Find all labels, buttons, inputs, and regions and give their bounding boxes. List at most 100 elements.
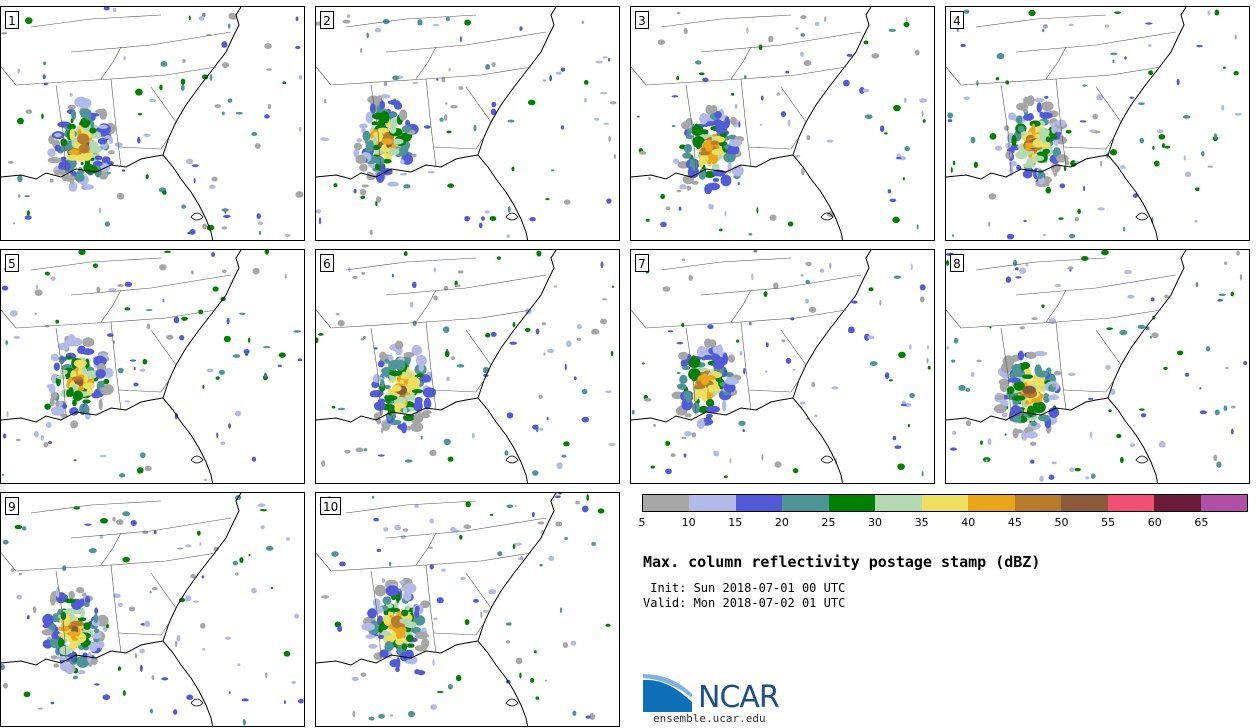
storm-cell bbox=[137, 112, 142, 116]
storm-cell bbox=[66, 668, 74, 674]
storm-cell bbox=[1063, 165, 1067, 172]
storm-cell bbox=[211, 252, 216, 258]
storm-cell bbox=[144, 465, 152, 472]
storm-cell bbox=[728, 139, 743, 147]
storm-cell bbox=[1028, 9, 1036, 17]
state-border bbox=[645, 66, 847, 86]
storm-cell bbox=[847, 326, 855, 334]
state-border bbox=[15, 309, 217, 329]
storm-cell bbox=[270, 586, 274, 590]
state-border bbox=[700, 274, 862, 296]
storm-cell bbox=[456, 364, 465, 368]
colorbar-tick-label: 10 bbox=[681, 516, 696, 529]
storm-cell bbox=[251, 131, 258, 136]
storm-cell bbox=[339, 561, 346, 567]
storm-cell bbox=[400, 586, 413, 592]
state-border bbox=[1055, 78, 1067, 168]
storm-cell bbox=[65, 608, 75, 613]
lake-outline bbox=[190, 698, 204, 707]
storm-cell bbox=[180, 84, 185, 91]
coastline bbox=[162, 7, 242, 156]
storm-cell bbox=[1022, 385, 1036, 395]
storm-cell bbox=[707, 183, 712, 190]
storm-cell bbox=[927, 365, 931, 370]
storm-cell bbox=[799, 401, 806, 405]
storm-cell bbox=[1239, 273, 1243, 281]
state-border bbox=[30, 500, 162, 514]
storm-cell bbox=[691, 125, 704, 136]
storm-cell bbox=[683, 143, 693, 153]
storm-cell bbox=[600, 91, 608, 95]
storm-cell bbox=[209, 74, 213, 81]
storm-cell bbox=[1216, 461, 1222, 468]
storm-cell bbox=[77, 670, 86, 675]
storm-cell bbox=[490, 108, 497, 116]
storm-cell bbox=[267, 103, 272, 110]
state-border bbox=[100, 46, 122, 80]
storm-cell bbox=[1065, 129, 1072, 134]
storm-cell bbox=[1045, 186, 1052, 194]
storm-cell bbox=[1059, 183, 1066, 189]
ncar-logo-icon bbox=[643, 674, 692, 712]
lake-outline bbox=[505, 455, 519, 464]
state-border bbox=[316, 309, 332, 329]
storm-cell bbox=[199, 542, 202, 547]
storm-cell bbox=[77, 617, 87, 622]
storm-cell bbox=[1025, 400, 1030, 405]
storm-cell bbox=[706, 398, 715, 408]
storm-cell bbox=[987, 438, 992, 445]
storm-cell bbox=[708, 339, 717, 348]
storm-cell bbox=[198, 309, 204, 315]
storm-cell bbox=[488, 589, 497, 595]
storm-cell bbox=[506, 504, 514, 508]
storm-cell bbox=[1194, 219, 1198, 223]
storm-cell bbox=[60, 611, 67, 621]
storm-cell bbox=[112, 516, 116, 522]
storm-cell bbox=[284, 273, 287, 279]
storm-cell bbox=[62, 403, 68, 409]
storm-cell bbox=[399, 172, 408, 176]
storm-cell bbox=[539, 427, 544, 431]
storm-cell bbox=[1074, 216, 1079, 222]
panel-label: 9 bbox=[5, 497, 19, 515]
panel-label: 3 bbox=[635, 11, 649, 29]
storm-cell bbox=[581, 505, 589, 513]
storm-cell bbox=[1006, 386, 1015, 395]
panel-label: 7 bbox=[635, 254, 649, 272]
storm-cell bbox=[353, 149, 360, 158]
storm-cell bbox=[1030, 398, 1043, 403]
state-border bbox=[433, 622, 485, 636]
storm-cell bbox=[676, 11, 681, 15]
storm-cell bbox=[1138, 102, 1145, 106]
storm-cell bbox=[375, 196, 382, 203]
storm-cell bbox=[369, 389, 384, 397]
storm-cell bbox=[213, 546, 219, 552]
storm-cell bbox=[591, 328, 600, 335]
state-border bbox=[330, 66, 532, 86]
storm-cell bbox=[228, 691, 231, 695]
storm-cell bbox=[746, 26, 749, 34]
panel-label: 1 bbox=[5, 11, 19, 29]
storm-cell bbox=[687, 166, 700, 179]
state-border bbox=[685, 327, 697, 416]
storm-cell bbox=[699, 417, 705, 425]
storm-cell bbox=[387, 405, 393, 416]
storm-cell bbox=[1033, 155, 1045, 162]
storm-cell bbox=[831, 386, 839, 390]
storm-cell bbox=[863, 40, 869, 45]
storm-cell bbox=[667, 330, 674, 333]
storm-cell bbox=[387, 147, 400, 156]
storm-cell bbox=[331, 405, 336, 409]
storm-cell bbox=[1026, 157, 1035, 167]
storm-cell bbox=[34, 312, 37, 315]
storm-cell bbox=[277, 364, 282, 367]
storm-cell bbox=[423, 397, 432, 410]
storm-cell bbox=[89, 127, 97, 134]
storm-cell bbox=[72, 675, 78, 680]
storm-cell bbox=[1002, 355, 1015, 367]
storm-cell bbox=[676, 371, 681, 375]
storm-cell bbox=[700, 373, 710, 386]
storm-cell bbox=[218, 369, 225, 375]
storm-cell bbox=[124, 307, 131, 311]
coastline bbox=[316, 154, 529, 240]
